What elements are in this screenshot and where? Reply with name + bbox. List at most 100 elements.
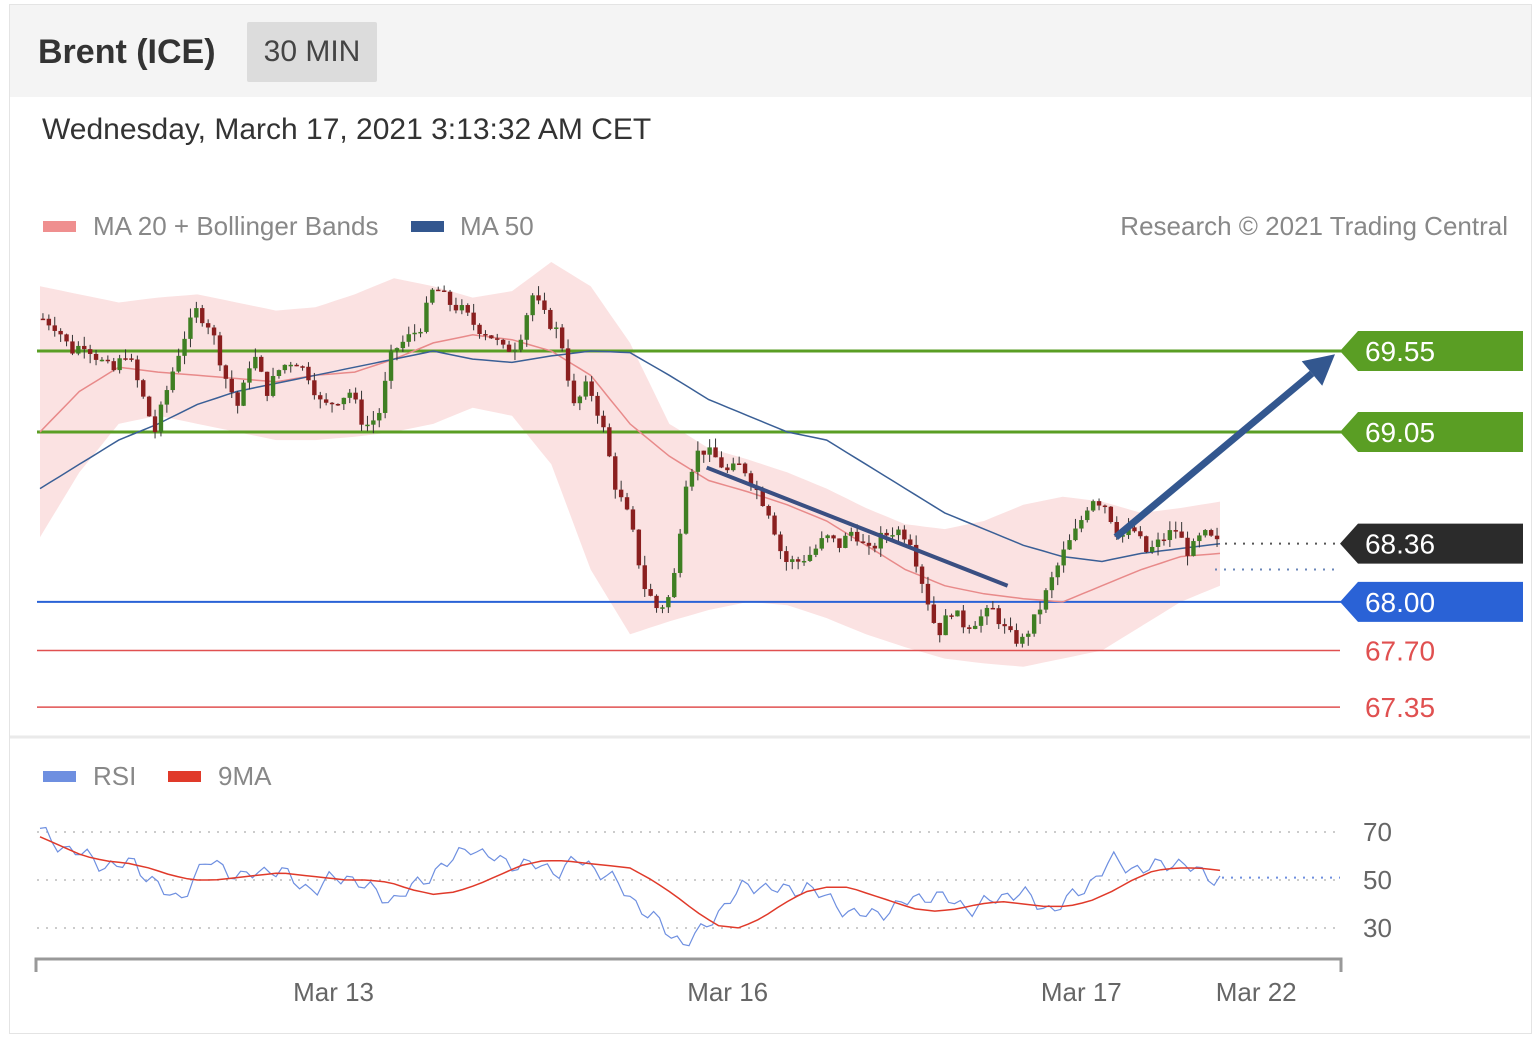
candle-body bbox=[495, 338, 500, 340]
candle-body bbox=[831, 535, 836, 539]
candle-body bbox=[524, 315, 529, 340]
candle-body bbox=[618, 489, 624, 498]
time-axis-tick-label: Mar 16 bbox=[687, 977, 768, 1007]
candle-body bbox=[152, 416, 158, 433]
candle-body bbox=[583, 381, 588, 397]
candle-body bbox=[1085, 510, 1090, 521]
rsi-level-label: 30 bbox=[1363, 913, 1392, 943]
candle-body bbox=[689, 471, 695, 487]
candle-body bbox=[978, 616, 984, 626]
candle-body bbox=[418, 331, 423, 334]
candle-body bbox=[70, 341, 75, 354]
candle-body bbox=[164, 390, 170, 405]
chart-widget: Brent (ICE) 30 MIN Wednesday, March 17, … bbox=[9, 4, 1532, 1034]
copyright-text: Research © 2021 Trading Central bbox=[1120, 211, 1508, 241]
candle-body bbox=[76, 345, 81, 354]
candle-body bbox=[925, 583, 931, 605]
candle-body bbox=[382, 380, 388, 413]
candle-body bbox=[146, 396, 152, 417]
candle-body bbox=[648, 589, 653, 596]
candle-body bbox=[943, 615, 948, 636]
candle-body bbox=[111, 361, 116, 371]
candle-body bbox=[394, 348, 400, 351]
candle-body bbox=[913, 544, 919, 567]
candle-body bbox=[996, 608, 1001, 625]
candle-body bbox=[182, 338, 187, 356]
ma50-legend-label: MA 50 bbox=[460, 211, 534, 241]
candle-body bbox=[967, 627, 972, 629]
candle-body bbox=[247, 368, 252, 383]
rsi-ma-legend-label: 9MA bbox=[218, 761, 272, 791]
candle-body bbox=[93, 353, 99, 360]
candle-body bbox=[1049, 577, 1055, 591]
candle-body bbox=[1002, 624, 1007, 627]
candle-body bbox=[683, 486, 689, 534]
candle-body bbox=[188, 317, 193, 339]
ma20-line bbox=[39, 334, 1221, 603]
candle-body bbox=[972, 625, 978, 629]
candle-body bbox=[795, 559, 801, 562]
candle-body bbox=[984, 607, 990, 617]
instrument-title: Brent (ICE) bbox=[38, 33, 216, 71]
candle-body bbox=[1161, 539, 1167, 542]
candle-body bbox=[961, 610, 966, 628]
ma20-legend-label: MA 20 + Bollinger Bands bbox=[93, 211, 378, 241]
candle-body bbox=[1014, 630, 1019, 644]
interval-button[interactable]: 30 MIN bbox=[247, 22, 377, 82]
pivot-level-badge bbox=[1340, 581, 1523, 622]
candle-body bbox=[335, 403, 341, 406]
candle-body bbox=[471, 312, 476, 325]
candle-body bbox=[1096, 501, 1102, 506]
candle-body bbox=[135, 359, 140, 381]
rsi-ma-legend-swatch bbox=[168, 771, 201, 782]
rsi-panel: 70 50 30 bbox=[37, 817, 1392, 947]
candle-body bbox=[58, 330, 63, 335]
candle-body bbox=[778, 534, 783, 552]
candle-body bbox=[1191, 541, 1196, 556]
candle-body bbox=[990, 607, 996, 610]
candle-body bbox=[1138, 531, 1143, 537]
candle-body bbox=[613, 456, 618, 490]
candle-body bbox=[477, 324, 482, 335]
candle-body bbox=[654, 595, 659, 609]
candle-body bbox=[518, 339, 524, 350]
candle-body bbox=[489, 335, 494, 339]
candle-body bbox=[1037, 609, 1043, 615]
candle-body bbox=[742, 463, 748, 474]
candle-body bbox=[748, 473, 754, 486]
candle-body bbox=[87, 349, 93, 354]
candle-body bbox=[365, 424, 370, 427]
candle-body bbox=[459, 305, 465, 311]
candle-body bbox=[400, 341, 406, 349]
candle-body bbox=[677, 533, 683, 573]
candle-body bbox=[1144, 536, 1149, 553]
candle-body bbox=[843, 535, 848, 548]
candle-body bbox=[1214, 535, 1220, 540]
candle-body bbox=[1008, 626, 1013, 631]
candle-body bbox=[1043, 590, 1049, 610]
candle-body bbox=[554, 327, 559, 329]
candle-body bbox=[784, 551, 789, 562]
forecast-arrow-head bbox=[1301, 354, 1335, 386]
rsi-legend-swatch bbox=[43, 771, 76, 782]
candle-body bbox=[329, 402, 335, 405]
candle-body bbox=[860, 541, 866, 543]
candle-body bbox=[908, 539, 913, 545]
candle-body bbox=[141, 380, 146, 397]
candle-body bbox=[241, 382, 246, 406]
candle-body bbox=[46, 318, 52, 326]
candle-body bbox=[713, 447, 718, 458]
candle-body bbox=[377, 412, 382, 421]
candle-body bbox=[341, 397, 347, 405]
candle-body bbox=[282, 364, 288, 371]
last-level-badge bbox=[1340, 523, 1523, 564]
time-axis: Mar 13 Mar 16 Mar 17 Mar 22 bbox=[34, 957, 1343, 1007]
candle-body bbox=[1061, 549, 1066, 566]
candle-body bbox=[82, 345, 87, 350]
candle-body bbox=[211, 327, 217, 336]
candle-body bbox=[801, 560, 807, 563]
candle-body bbox=[1073, 528, 1078, 541]
candle-body bbox=[306, 366, 311, 381]
support-level-label: 67.70 bbox=[1365, 635, 1435, 666]
rsi-ma-line bbox=[39, 836, 1221, 929]
